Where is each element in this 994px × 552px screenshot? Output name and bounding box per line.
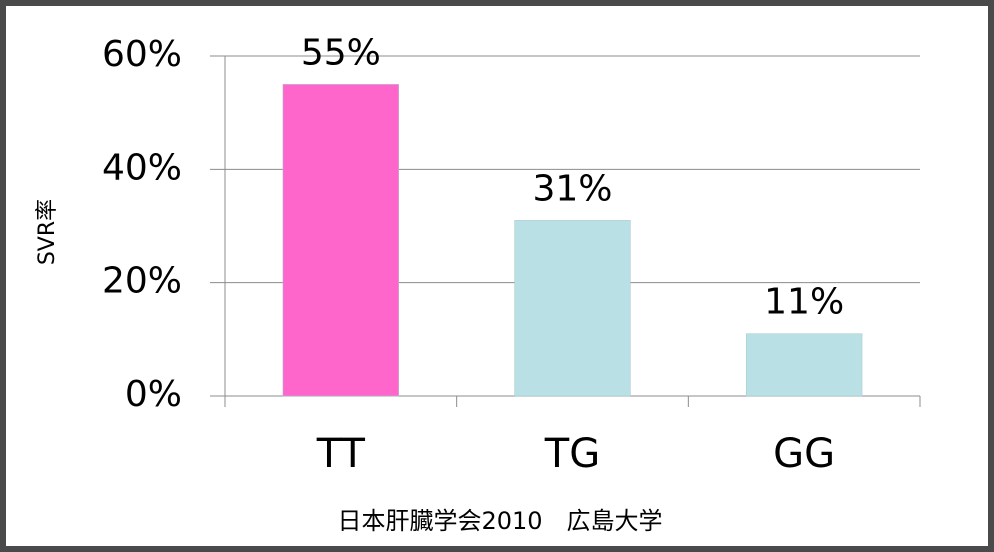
x-tick-label: GG [773,431,835,477]
bar [514,220,631,397]
value-label: 11% [764,282,844,323]
bar [282,84,399,397]
y-tick-label: 20% [102,261,182,302]
value-label: 55% [301,32,381,73]
value-label: 31% [532,168,612,209]
x-tick-label: TG [544,431,600,477]
bar [746,333,863,397]
y-tick-label: 0% [125,374,182,415]
x-axis-label: 日本肝臓学会2010 広島大学 [337,507,662,535]
y-axis-label: SVR率 [35,199,60,265]
y-tick-label: 60% [102,34,182,75]
y-tick-label: 40% [102,147,182,188]
x-tick-label: TT [316,431,366,477]
